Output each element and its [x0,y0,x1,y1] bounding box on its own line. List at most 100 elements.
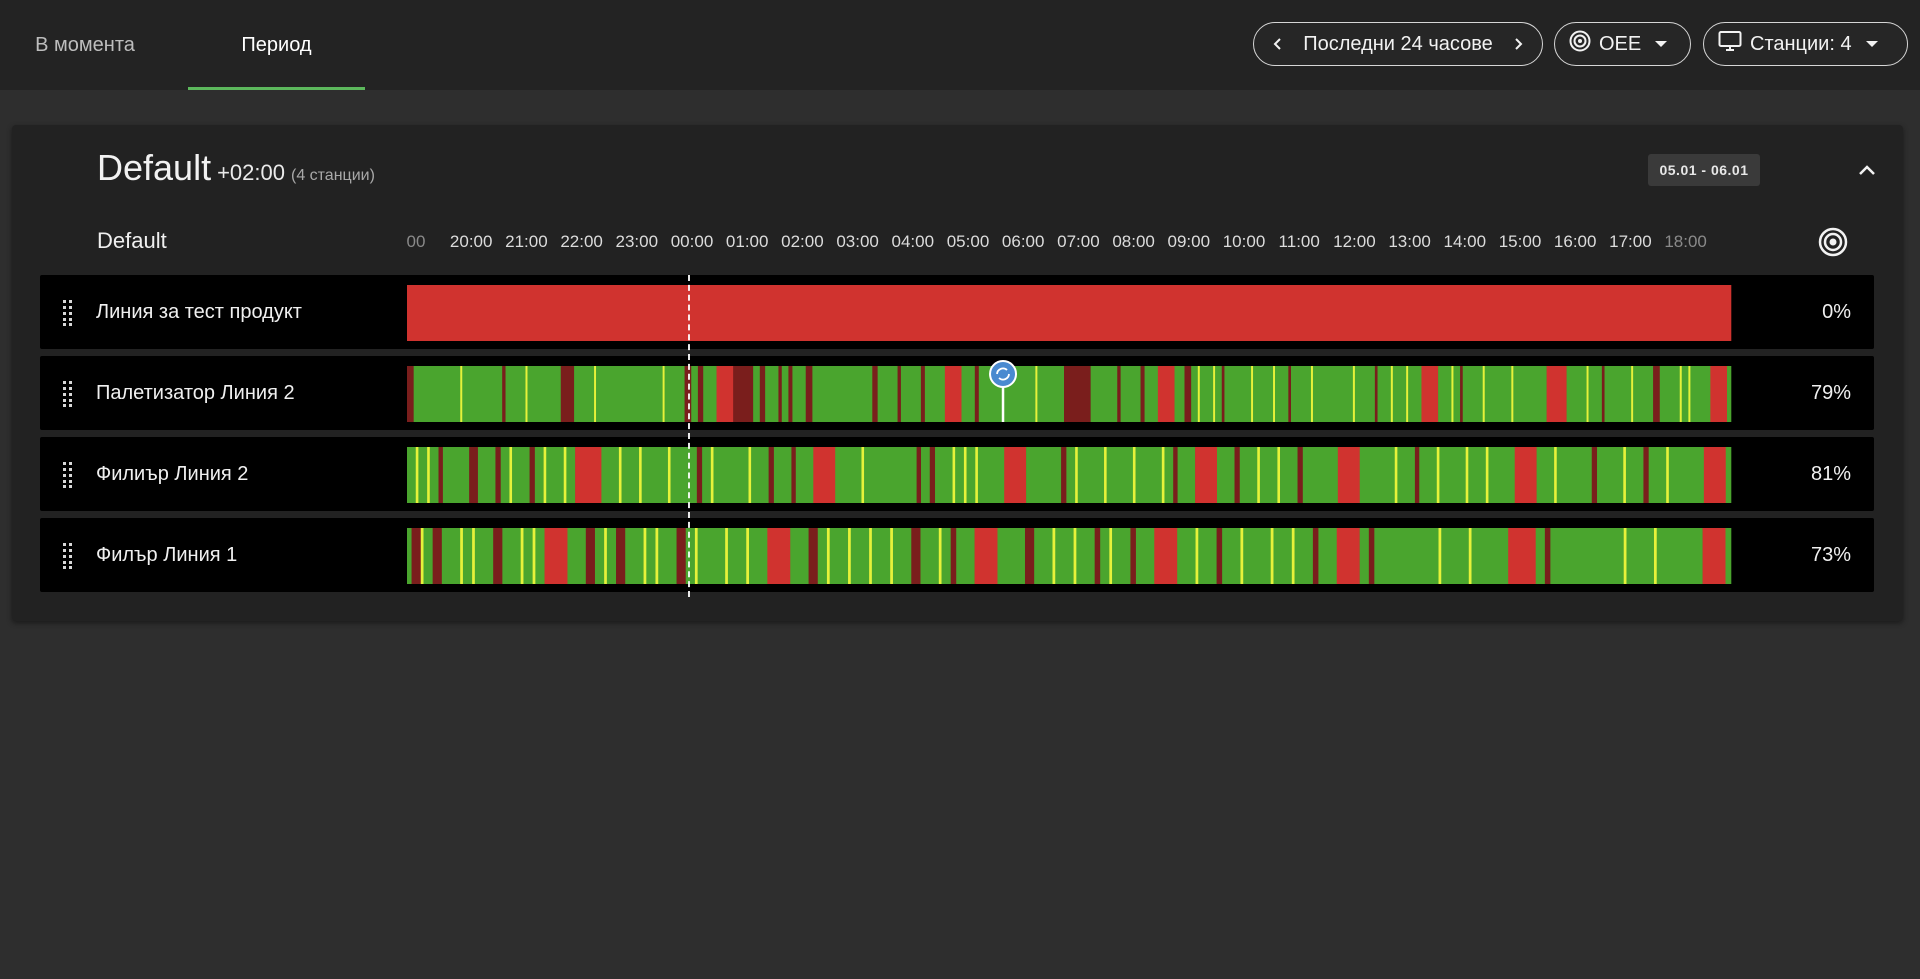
timeline-segment [460,366,463,422]
station-name: Палетизатор Линия 2 [96,381,295,404]
station-row[interactable]: Палетизатор Линия 2 79% [40,356,1874,430]
oee-timeline-bar[interactable] [407,360,1732,422]
timeline-segment [1213,366,1216,422]
timeline-segment [725,528,729,584]
timeline-segment [817,528,828,584]
timeline-segment [1052,528,1056,584]
timeline-segment [848,528,852,584]
timeline-segment [1216,528,1223,584]
timeline-segment [1688,366,1691,422]
oee-timeline-bar[interactable] [407,285,1732,341]
oee-timeline-bar[interactable] [407,447,1732,503]
timeline-segment [1221,366,1225,422]
timeline-segment [1337,447,1361,503]
timeline-segment [850,528,870,584]
chevron-left-icon[interactable] [1268,37,1288,51]
timeline-segment [916,447,922,503]
timeline-segment [418,447,428,503]
time-tick: 23:00 [615,232,659,251]
timeline-segment [1064,366,1091,422]
timeline-segment [1177,528,1196,584]
timeline-segment [658,528,677,584]
timeline-segment [1438,528,1442,584]
timeline-segment [502,528,521,584]
timeline-segment [520,528,524,584]
timeline-segment [1199,366,1214,422]
timeline-segment [546,447,565,503]
metric-dropdown[interactable]: OEE [1554,22,1691,66]
timeline-segment [872,366,878,422]
timeline-segment [1277,447,1281,503]
timeline-segment [1297,447,1304,503]
timeline-segment [1436,447,1440,503]
drag-handle-icon[interactable] [62,462,74,488]
drag-handle-icon[interactable] [62,381,74,407]
tab-live[interactable]: В момента [0,0,170,90]
station-row[interactable]: Филиър Линия 2 81% [40,437,1874,511]
active-tab-indicator [188,87,365,90]
period-label[interactable]: Последни 24 часове [1303,32,1493,55]
timeline-segment [601,447,620,503]
tab-period-label: Период [241,33,312,56]
timeline-segment [1631,366,1634,422]
timeline-segment [911,528,921,584]
timeline-segment [1161,447,1165,503]
metric-label: OEE [1599,32,1642,55]
timeline-segment [1653,366,1661,422]
collapse-button[interactable] [1852,155,1882,185]
caret-down-icon [1655,41,1668,47]
timeline-segment [753,366,761,422]
time-tick: 17:00 [1609,232,1652,251]
timeline-segment [1224,366,1252,422]
event-marker-icon[interactable] [989,360,1018,422]
timeline-segment [1586,366,1589,422]
timeline-segment [1234,447,1241,503]
timeline-segment [694,528,698,584]
timeline-segment [795,447,814,503]
timeline-segment [1511,366,1514,422]
chevron-right-icon[interactable] [1508,37,1528,51]
drag-handle-icon[interactable] [62,300,74,326]
timeline-segment [563,447,567,503]
target-icon[interactable] [1817,226,1849,258]
timeline-segment [1035,366,1038,422]
timeline-segment [781,366,789,422]
timeline-segment [664,366,685,422]
timeline-segment [462,366,503,422]
timeline-segment [1144,366,1159,422]
timeline-segment [1681,366,1689,422]
drag-handle-icon[interactable] [62,543,74,569]
timeline-segment [864,447,917,503]
timeline-segment [1157,366,1175,422]
timeline-segment [1198,528,1217,584]
timeline-segment [420,528,424,584]
timeline-segment [1075,447,1079,503]
timeline-segment [1154,528,1178,584]
timeline-segment [877,366,898,422]
group-name: Default [97,147,212,188]
timeline-segment [676,528,687,584]
timeline-segment [1468,528,1472,584]
timeline-segment [792,366,807,422]
time-tick: 06:00 [1001,232,1045,251]
timeline-segment [1679,366,1683,422]
station-row[interactable]: Филър Линия 1 73% [40,518,1874,592]
timeline-segment [1251,366,1254,422]
stations-dropdown[interactable]: Станции: 4 [1703,22,1908,66]
station-row[interactable]: Линия за тест продукт 0% [40,275,1874,349]
timeline-segment [1215,366,1223,422]
timeline-segment [897,366,902,422]
timeline-segment [432,528,443,584]
timeline-segment [1625,447,1644,503]
timeline-segment [1710,366,1728,422]
timeline-segment [685,528,696,584]
oee-timeline-bar[interactable] [407,528,1732,584]
timeline-segment [997,528,1026,584]
timeline-segment [1414,447,1420,503]
timeline-segment [625,528,644,584]
timeline-segment [1623,528,1627,584]
tab-period[interactable]: Период [188,0,365,90]
timeline-segment [759,366,766,422]
timeline-segment [751,447,769,503]
timeline-segment [749,528,768,584]
